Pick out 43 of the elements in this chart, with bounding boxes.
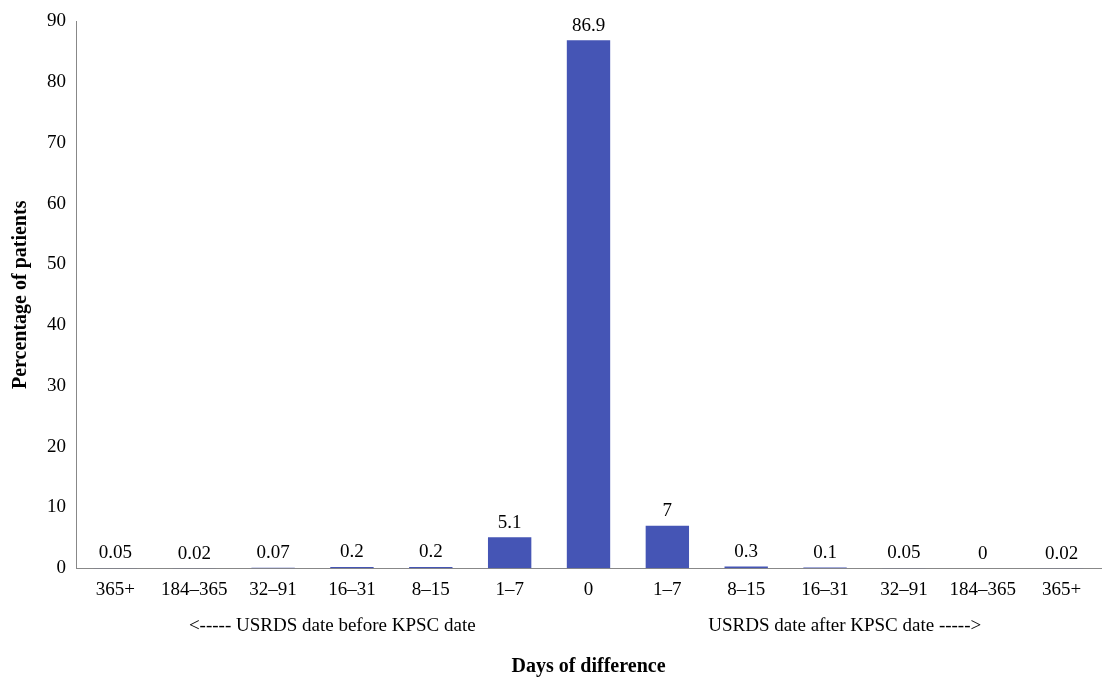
data-label: 0.02 <box>177 541 211 563</box>
x-axis-title: Days of difference <box>511 654 666 678</box>
y-tick-label: 90 <box>47 9 66 31</box>
data-label: 5.1 <box>497 510 522 532</box>
x-tick-label: 8–15 <box>727 577 766 599</box>
x-tick-label: 0 <box>583 577 594 599</box>
x-tick-label: 1–7 <box>653 577 682 599</box>
x-tick-label: 16–31 <box>801 577 849 599</box>
x-tick-label: 32–91 <box>880 577 928 599</box>
x-tick-label: 8–15 <box>411 577 450 599</box>
data-label: 0.07 <box>256 541 290 563</box>
x-tick-label: 32–91 <box>249 577 297 599</box>
data-label: 7 <box>662 499 673 521</box>
y-tick-label: 80 <box>47 70 66 92</box>
bar <box>566 40 611 569</box>
y-tick-label: 60 <box>47 191 66 213</box>
data-label: 0.2 <box>418 540 443 562</box>
y-tick-label: 50 <box>47 252 66 274</box>
data-label: 0.1 <box>813 541 837 563</box>
y-axis-title: Percentage of patients <box>8 200 32 390</box>
x-tick-label: 365+ <box>95 577 136 599</box>
x-tick-label: 184–365 <box>949 577 1016 599</box>
x-tick-label: 184–365 <box>161 577 228 599</box>
text: USRDS date after KPSC date -----> <box>708 614 982 636</box>
y-tick-label: 30 <box>47 373 66 395</box>
bar <box>487 537 532 569</box>
data-label: 0.05 <box>887 541 921 563</box>
y-tick-label: 10 <box>47 495 66 517</box>
data-label: 0.2 <box>340 540 364 562</box>
y-tick-label: 40 <box>47 313 66 335</box>
data-label: 0.3 <box>734 539 759 561</box>
data-label: 0.02 <box>1044 541 1079 563</box>
x-tick-label: 365+ <box>1041 577 1082 599</box>
x-tick-label: 1–7 <box>495 577 524 599</box>
y-tick-label: 70 <box>47 130 66 152</box>
text: <----- USRDS date before KPSC date <box>188 614 476 636</box>
y-tick-label: 0 <box>56 556 66 578</box>
y-tick-label: 20 <box>47 434 66 456</box>
data-label: 0 <box>977 541 988 563</box>
data-label: 86.9 <box>571 13 606 35</box>
x-tick-label: 16–31 <box>328 577 376 599</box>
data-label: 0.05 <box>98 541 133 563</box>
bar <box>645 525 690 569</box>
